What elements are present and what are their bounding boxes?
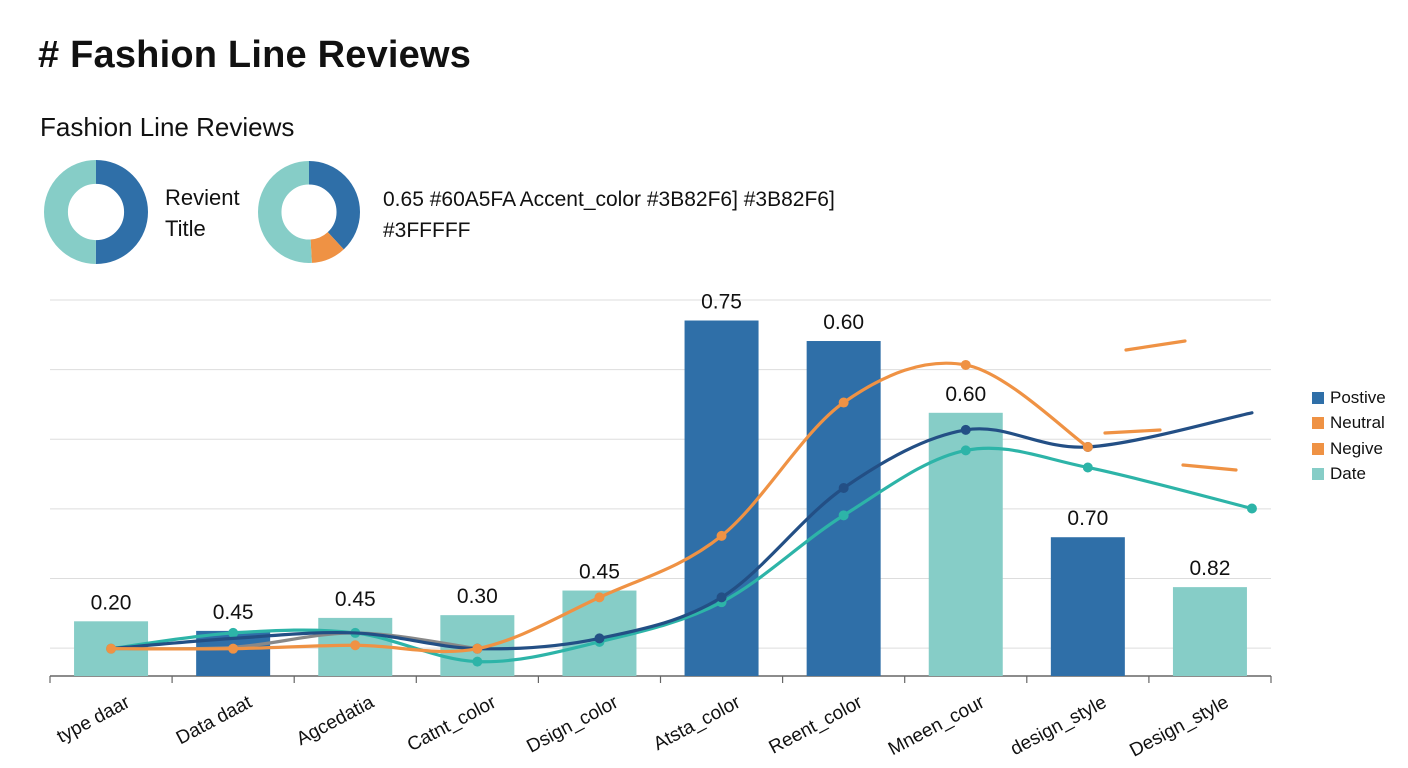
line-series-neutral <box>109 361 1090 654</box>
legend-item-date: Date <box>1312 462 1386 488</box>
line-point-teal <box>716 597 727 608</box>
donut2-segment-2 <box>258 161 360 263</box>
bar-type-daar <box>74 621 149 676</box>
bar-value-label: 0.82 <box>1190 557 1231 580</box>
x-tick-label: Catnt_color <box>404 692 500 756</box>
legend-swatch-date <box>1312 468 1324 481</box>
section-title: Fashion Line Reviews <box>40 112 295 142</box>
x-tick-label: Mneen_cour <box>885 692 989 760</box>
line-point-neutral <box>960 359 971 370</box>
line-point-neutral <box>594 592 605 603</box>
line-point-neutral <box>106 643 117 654</box>
legend-item-positive: Postive <box>1312 385 1386 411</box>
line-point-dark <box>1082 441 1093 452</box>
info-text-line2: #3FFFFF <box>383 219 471 242</box>
donut-chart-2 <box>258 161 360 263</box>
x-tick-label: Data daat <box>173 692 256 750</box>
x-tick-label: Atsta_color <box>650 692 744 755</box>
decorative-dash <box>1181 463 1238 472</box>
line-point-teal <box>960 445 971 456</box>
legend-item-neutral: Neutral <box>1312 411 1386 437</box>
line-point-neutral <box>472 643 483 654</box>
x-tick-label: type daar <box>54 692 134 748</box>
line-point-teal <box>1082 462 1093 473</box>
line-point-teal <box>228 627 239 638</box>
legend-label-positive: Postive <box>1330 387 1386 407</box>
line-point-teal <box>1246 503 1257 514</box>
line-point-neutral <box>350 640 361 651</box>
line-point-dark <box>472 643 483 654</box>
donut-chart-1 <box>44 160 148 264</box>
bar-mneen-cour <box>928 412 1003 676</box>
line-point-teal <box>838 510 849 521</box>
line-series-dark <box>109 411 1254 651</box>
bar-value-label: 0.60 <box>823 311 864 334</box>
bar-atsta-color <box>684 320 759 676</box>
line-point-teal <box>106 643 117 654</box>
donut-caption-line2: Title <box>165 216 206 241</box>
bar-design-style <box>1050 537 1125 676</box>
bar-value-label: 0.30 <box>457 585 498 608</box>
legend-swatch-neutral <box>1312 417 1324 430</box>
legend-swatch-positive <box>1312 391 1324 404</box>
info-text-line1: 0.65 #60A5FA Accent_color #3B82F6] #3B82… <box>383 188 835 211</box>
info-text: 0.65 #60A5FA Accent_color #3B82F6] #3B82… <box>383 184 943 246</box>
bar-value-label: 0.45 <box>213 601 254 624</box>
line-point-neutral <box>716 530 727 541</box>
line-point-dark <box>594 633 605 644</box>
bar-data-daat <box>196 630 271 676</box>
x-tick-label: Reent_color <box>766 692 867 759</box>
decorative-dash <box>1103 428 1162 435</box>
line-point-neutral <box>838 397 849 408</box>
bar-catnt-color <box>440 615 515 676</box>
bar-value-label: 0.45 <box>335 588 376 611</box>
line-point-teal <box>594 636 605 647</box>
line-series-teal <box>109 446 1254 664</box>
decorative-dash <box>1124 339 1187 352</box>
donut1-segment-1 <box>44 160 148 264</box>
legend-label-date: Date <box>1330 464 1366 484</box>
line-point-dark <box>838 483 849 493</box>
bar-reent-color <box>806 341 881 676</box>
bar-value-label: 0.20 <box>91 591 132 614</box>
chart-legend: Postive Neutral Negive Date <box>1312 385 1386 487</box>
legend-label-neutral: Neutral <box>1330 413 1385 433</box>
bar-dsign-color <box>562 590 637 676</box>
bar-agcedatia <box>318 617 393 676</box>
line-point-neutral <box>228 643 239 654</box>
line-point-dark <box>960 424 971 435</box>
bar-value-label: 0.45 <box>579 561 620 584</box>
x-tick-label: Dsign_color <box>523 692 622 758</box>
line-point-dark <box>716 592 727 603</box>
page-title: # Fashion Line Reviews <box>38 34 472 76</box>
line-point-teal <box>350 627 361 638</box>
donut2-segment-0 <box>258 161 360 263</box>
legend-label-negative: Negive <box>1330 438 1383 458</box>
line-series-grey <box>109 631 479 651</box>
donut-caption: Revient Title <box>165 182 240 244</box>
x-tick-label: Design_style <box>1126 692 1232 762</box>
bar-design-style <box>1172 587 1247 676</box>
donut-caption-line1: Revient <box>165 185 240 210</box>
bar-value-label: 0.60 <box>945 383 986 406</box>
bar-value-label: 0.70 <box>1067 507 1108 530</box>
legend-swatch-negative <box>1312 442 1324 455</box>
x-tick-label: Agcedatia <box>293 692 378 750</box>
legend-item-negative: Negive <box>1312 436 1386 462</box>
line-point-teal <box>472 656 483 667</box>
line-point-neutral <box>1082 441 1093 452</box>
bar-value-label: 0.75 <box>701 291 742 314</box>
x-tick-label: design_style <box>1007 692 1110 760</box>
